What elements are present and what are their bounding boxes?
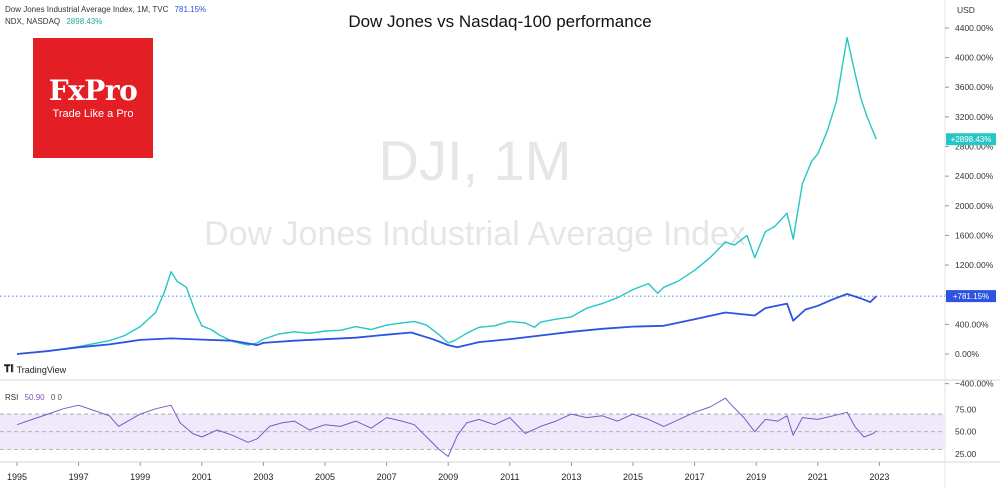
x-tick-label: 2003 <box>253 472 273 482</box>
x-tick-label: 1999 <box>130 472 150 482</box>
fxpro-tagline: Trade Like a Pro <box>52 108 134 120</box>
y-tick-label: 0.00% <box>955 349 980 359</box>
tradingview-icon: 𝐓∥ <box>4 364 14 375</box>
ndx-series-line <box>16 36 877 355</box>
y-tick-label: 1600.00% <box>955 230 994 240</box>
y-tick-label: 1200.00% <box>955 260 994 270</box>
svg-text:RSI 50.90 0 0: RSI 50.90 0 0 <box>5 393 63 402</box>
legend: Dow Jones Industrial Average Index, 1M, … <box>5 5 206 402</box>
y-tick-label: 3600.00% <box>955 82 994 92</box>
x-tick-label: 2023 <box>869 472 889 482</box>
price-axis[interactable]: −400.00%0.00%400.00%800.00%1200.00%1600.… <box>945 23 996 389</box>
fxpro-logo: FxPro Trade Like a Pro <box>33 38 153 158</box>
x-tick-label: 2009 <box>438 472 458 482</box>
x-tick-label: 1997 <box>69 472 89 482</box>
dji-last-value-badge: +781.15% <box>946 290 996 303</box>
badge-text: +781.15% <box>953 292 989 301</box>
x-tick-label: 2001 <box>192 472 212 482</box>
legend-rsi-extra: 0 0 <box>51 393 63 402</box>
fxpro-logo-text: FxPro <box>48 74 138 107</box>
y-tick-label: 4000.00% <box>955 53 994 63</box>
ndx-last-value-badge: +2898.43% <box>946 133 996 146</box>
x-tick-label: 2017 <box>685 472 705 482</box>
watermark-name: Dow Jones Industrial Average Index <box>204 215 746 253</box>
x-tick-label: 2007 <box>377 472 397 482</box>
y-tick-label: 2800.00% <box>955 142 994 152</box>
legend-rsi-label[interactable]: RSI <box>5 393 18 402</box>
series-layer <box>0 36 945 355</box>
tradingview-label: TradingView <box>16 364 67 375</box>
tradingview-badge[interactable]: 𝐓∥ TradingView <box>4 364 66 375</box>
x-tick-label: 2005 <box>315 472 335 482</box>
svg-text:Dow Jones Industrial Average I: Dow Jones Industrial Average Index, 1M, … <box>5 5 206 14</box>
chart-title: Dow Jones vs Nasdaq-100 performance <box>348 12 651 31</box>
rsi-pane: 25.00 50.00 75.00 <box>0 397 977 459</box>
dji-series-line <box>16 293 877 355</box>
badge-text: +2898.43% <box>951 135 992 144</box>
legend-ndx-label[interactable]: NDX, NASDAQ <box>5 17 60 26</box>
x-tick-label: 2015 <box>623 472 643 482</box>
rsi-tick-label: 50.00 <box>955 427 977 437</box>
watermark: DJI, 1M Dow Jones Industrial Average Ind… <box>204 129 746 253</box>
svg-text:NDX, NASDAQ 2898.43%: NDX, NASDAQ 2898.43% <box>5 17 102 26</box>
badge-bg <box>946 133 996 146</box>
x-tick-label: 2011 <box>500 472 519 482</box>
rsi-series-line <box>16 397 877 457</box>
y-tick-label: 3200.00% <box>955 112 994 122</box>
time-axis[interactable]: 1995 1997 1999 2001 2003 2005 2007 2009 2011 2013… <box>7 462 889 482</box>
watermark-symbol: DJI, 1M <box>379 129 572 192</box>
y-tick-label: 2400.00% <box>955 171 994 181</box>
legend-ndx-value: 2898.43% <box>66 17 102 26</box>
x-tick-label: 2021 <box>808 472 828 482</box>
legend-rsi-value: 50.90 <box>25 393 46 402</box>
legend-dji-value: 781.15% <box>175 5 207 14</box>
legend-dji-label[interactable]: Dow Jones Industrial Average Index, 1M, … <box>5 5 169 14</box>
y-tick-label: 4400.00% <box>955 23 994 33</box>
currency-label: USD <box>957 5 975 15</box>
x-tick-label: 2013 <box>561 472 581 482</box>
x-tick-label: 1995 <box>7 472 27 482</box>
y-tick-label: −400.00% <box>955 379 994 389</box>
rsi-tick-label: 25.00 <box>955 449 977 459</box>
y-tick-label: 400.00% <box>955 319 989 329</box>
badge-bg <box>946 290 996 303</box>
rsi-tick-label: 75.00 <box>955 405 977 415</box>
x-tick-label: 2019 <box>746 472 766 482</box>
y-tick-label: 2000.00% <box>955 201 994 211</box>
